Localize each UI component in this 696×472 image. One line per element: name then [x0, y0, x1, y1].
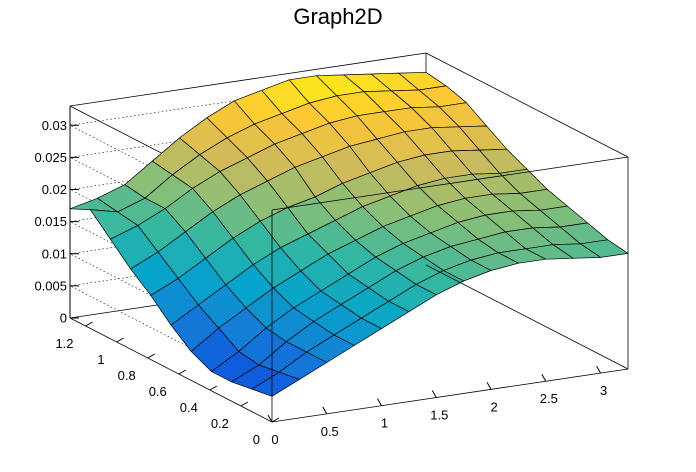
z-tick-label-1: 0.005 — [34, 278, 67, 293]
y-tick-4 — [147, 353, 155, 359]
chart-title: Graph2D — [293, 4, 382, 29]
y-tick-label-5: 1 — [97, 352, 104, 367]
z-tick-label-2: 0.01 — [42, 246, 67, 261]
x-tick-1 — [322, 406, 328, 415]
x-tick-3 — [431, 390, 437, 398]
x-tick-label-3: 1.5 — [430, 408, 448, 423]
x-tick-label-1: 0.5 — [321, 424, 339, 439]
front-frame-edge-4 — [271, 156, 629, 211]
y-tick-6 — [85, 321, 93, 327]
x-tick-2 — [377, 398, 382, 406]
x-tick-4 — [486, 382, 492, 390]
y-tick-label-1: 0.2 — [211, 416, 229, 431]
z-tick-label-6: 0.03 — [42, 118, 67, 133]
x-tick-label-5: 2.5 — [540, 391, 558, 406]
x-tick-0 — [267, 414, 273, 423]
x-axis: 0 0.5 1 1.5 2 2.5 3 — [267, 365, 607, 447]
y-tick-label-2: 0.4 — [180, 400, 198, 415]
y-tick-label-6: 1.2 — [55, 336, 73, 351]
y-tick-0 — [271, 417, 280, 423]
y-tick-3 — [178, 369, 187, 375]
x-tick-6 — [596, 365, 602, 374]
back-frame-edge-0 — [69, 317, 273, 423]
y-tick-label-4: 0.8 — [118, 368, 136, 383]
y-tick-5 — [116, 337, 124, 343]
y-tick-2 — [209, 385, 218, 391]
back-frame-edge-3 — [69, 52, 427, 107]
y-tick-1 — [240, 401, 249, 407]
z-tick-label-3: 0.015 — [34, 214, 67, 229]
y-tick-label-0: 0 — [253, 432, 260, 447]
z-tick-label-0: 0 — [60, 311, 67, 326]
z-axis: 0 0.005 0.01 0.015 0.02 0.025 0.03 — [34, 106, 79, 326]
x-tick-label-4: 2 — [490, 399, 497, 414]
front-frame-edge-1 — [425, 264, 629, 370]
surface-cell — [251, 371, 300, 397]
front-frame-edge-0 — [271, 368, 629, 423]
z-tick-label-5: 0.025 — [34, 150, 67, 165]
z-tick-label-4: 0.02 — [42, 182, 67, 197]
x-tick-label-0: 0 — [271, 432, 278, 447]
x-tick-label-6: 3 — [600, 383, 607, 398]
y-tick-label-3: 0.6 — [149, 384, 167, 399]
front-frame — [271, 52, 629, 423]
x-tick-5 — [541, 373, 547, 382]
front-frame-edge-5 — [425, 52, 629, 158]
y-axis: 0 0.2 0.4 0.6 0.8 1 1.2 — [55, 321, 280, 447]
x-tick-label-2: 1 — [381, 416, 388, 431]
surface-mesh — [69, 71, 629, 397]
